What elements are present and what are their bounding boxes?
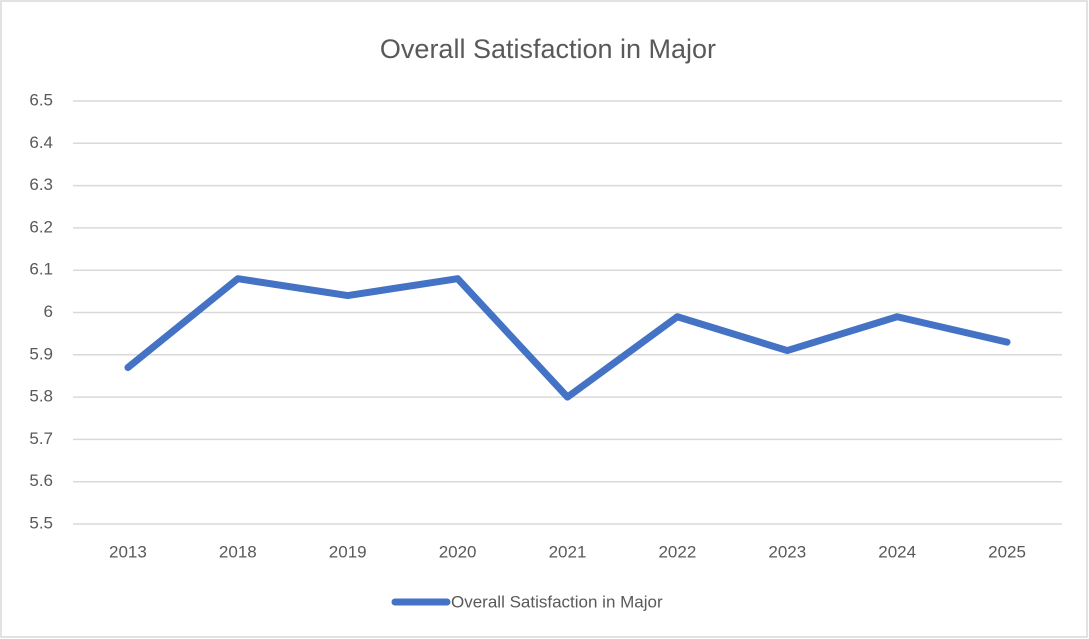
y-tick-label: 6.4 — [29, 133, 53, 152]
y-tick-label: 5.9 — [29, 344, 53, 363]
x-tick-label: 2022 — [658, 542, 696, 561]
legend-label: Overall Satisfaction in Major — [451, 592, 663, 611]
x-tick-label: 2023 — [768, 542, 806, 561]
y-tick-label: 6.1 — [29, 260, 53, 279]
x-tick-label: 2020 — [439, 542, 477, 561]
y-tick-label: 6.5 — [29, 90, 53, 109]
y-tick-label: 5.6 — [29, 471, 53, 490]
y-tick-label: 6.3 — [29, 175, 53, 194]
x-tick-label: 2021 — [549, 542, 587, 561]
x-tick-label: 2025 — [988, 542, 1026, 561]
y-tick-label: 5.7 — [29, 429, 53, 448]
data-line — [124, 275, 1011, 401]
x-tick-label: 2018 — [219, 542, 257, 561]
y-tick-label: 6.2 — [29, 217, 53, 236]
x-tick-label: 2013 — [109, 542, 147, 561]
x-tick-label: 2024 — [878, 542, 916, 561]
chart-title: Overall Satisfaction in Major — [380, 34, 716, 64]
y-tick-label: 5.5 — [29, 513, 53, 532]
y-tick-label: 6 — [44, 302, 53, 321]
y-tick-label: 5.8 — [29, 387, 53, 406]
x-tick-label: 2019 — [329, 542, 367, 561]
